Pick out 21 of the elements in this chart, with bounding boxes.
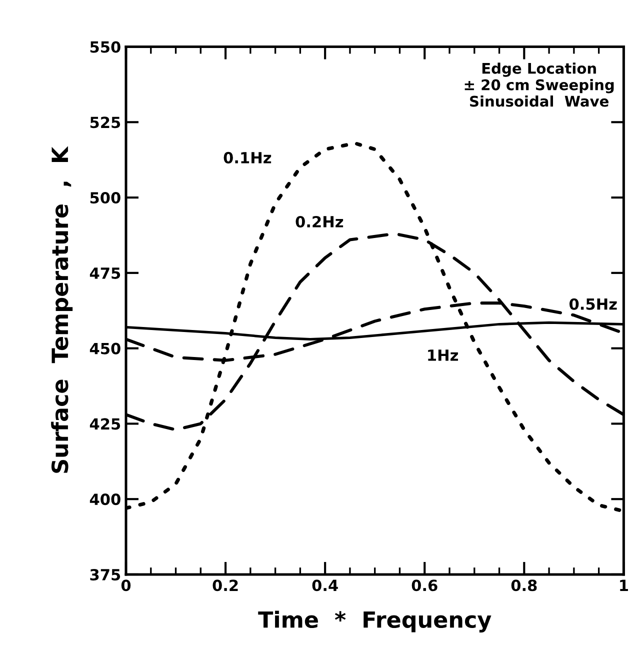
y-tick-label: 375: [90, 568, 120, 580]
series-label: 1Hz: [428, 350, 458, 361]
x-tick-label: 0.6: [412, 580, 438, 592]
x-tick-label: 0.8: [511, 580, 537, 592]
x-tick-label: 0: [121, 580, 131, 592]
series-label: 0.2Hz: [296, 216, 344, 228]
y-tick-label: 450: [90, 342, 120, 354]
y-tick-label: 525: [90, 116, 120, 128]
y-tick-label: 500: [90, 192, 120, 204]
annotation: Edge Location ± 20 cm Sweeping Sinusoidal Wave: [464, 62, 614, 107]
x-tick-label: 0.2: [212, 580, 238, 592]
y-tick-label: 425: [90, 418, 120, 430]
x-tick-label: 0.4: [312, 580, 338, 592]
y-tick-label: 400: [90, 494, 120, 506]
x-axis-title: Time * Frequency: [258, 610, 492, 632]
series-label: 0.5Hz: [570, 298, 617, 310]
y-axis-title: Surface Temperature , K: [51, 146, 73, 473]
y-tick-label: 550: [90, 41, 120, 53]
x-tick-label: 1: [620, 580, 628, 591]
series-label: 0.1Hz: [224, 152, 272, 164]
y-tick-label: 475: [90, 268, 120, 279]
